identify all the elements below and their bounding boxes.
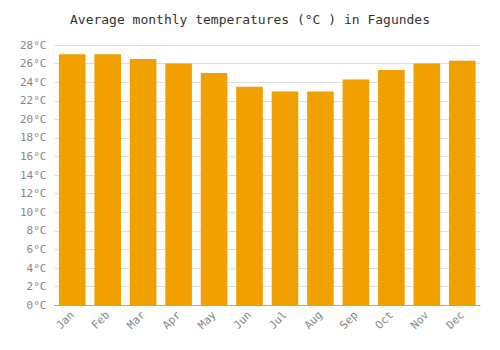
svg-text:0°C: 0°C xyxy=(27,299,47,312)
svg-text:Oct: Oct xyxy=(373,309,396,332)
svg-text:26°C: 26°C xyxy=(20,57,47,70)
svg-text:10°C: 10°C xyxy=(20,206,47,219)
svg-text:12°C: 12°C xyxy=(20,187,47,200)
svg-text:Nov: Nov xyxy=(408,308,431,331)
svg-text:Dec: Dec xyxy=(444,309,467,332)
svg-text:2°C: 2°C xyxy=(27,280,47,293)
svg-text:4°C: 4°C xyxy=(27,262,47,275)
svg-text:Sep: Sep xyxy=(337,309,360,332)
svg-text:Mar: Mar xyxy=(125,308,148,331)
svg-text:20°C: 20°C xyxy=(20,113,47,126)
svg-text:May: May xyxy=(195,308,218,331)
svg-text:24°C: 24°C xyxy=(20,76,47,89)
svg-text:Jul: Jul xyxy=(266,309,289,332)
svg-text:Feb: Feb xyxy=(89,309,112,332)
svg-text:Average monthly temperatures (: Average monthly temperatures (°C ) in Fa… xyxy=(70,12,430,27)
svg-text:Apr: Apr xyxy=(160,308,183,331)
svg-text:8°C: 8°C xyxy=(27,224,47,237)
svg-text:18°C: 18°C xyxy=(20,131,47,144)
svg-text:6°C: 6°C xyxy=(27,243,47,256)
svg-text:Jan: Jan xyxy=(54,309,77,332)
svg-text:28°C: 28°C xyxy=(20,39,47,52)
svg-text:22°C: 22°C xyxy=(20,94,47,107)
svg-text:Aug: Aug xyxy=(302,309,325,332)
svg-text:Jun: Jun xyxy=(231,309,254,332)
svg-text:14°C: 14°C xyxy=(20,169,47,182)
svg-text:16°C: 16°C xyxy=(20,150,47,163)
